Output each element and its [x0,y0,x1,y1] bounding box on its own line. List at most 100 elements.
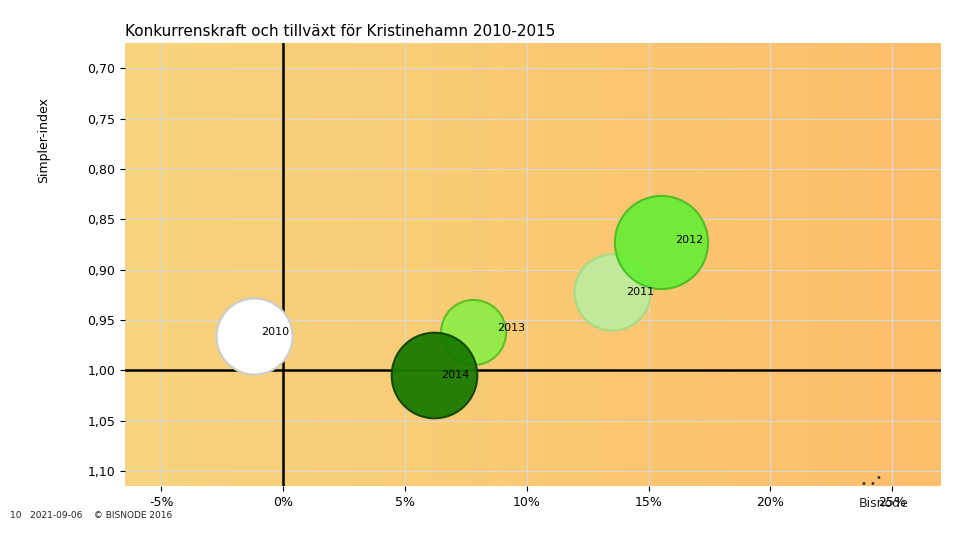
Bar [794,43,798,486]
Text: Konkurrenskraft och tillväxt för Kristinehamn 2010-2015: Konkurrenskraft och tillväxt för Kristin… [125,24,555,39]
Bar [872,43,876,486]
Bar [847,43,851,486]
Point [604,287,619,296]
Bar [337,43,341,486]
Bar [333,43,337,486]
Bar [161,43,165,486]
Bar [181,43,186,486]
Text: 2013: 2013 [497,323,526,333]
Bar [422,43,426,486]
Bar [125,43,129,486]
Bar [790,43,794,486]
Bar [402,43,406,486]
Bar [524,43,529,486]
Bar [129,43,132,486]
Bar [888,43,892,486]
Bar [317,43,321,486]
Bar [732,43,737,486]
Bar [635,43,639,486]
Bar [835,43,839,486]
Bar [582,43,586,486]
Bar [916,43,921,486]
Bar [386,43,390,486]
Bar [867,43,872,486]
Bar [455,43,459,486]
Bar [255,43,259,486]
Bar [243,43,248,486]
Bar [353,43,357,486]
Bar [806,43,810,486]
Bar [904,43,908,486]
Bar [471,43,475,486]
Bar [622,43,627,486]
Text: 2014: 2014 [442,370,469,380]
Bar [496,43,500,486]
Bar [313,43,317,486]
Bar [174,43,178,486]
Bar [370,43,373,486]
Bar [252,43,255,486]
Bar [533,43,537,486]
Bar [892,43,896,486]
Bar [190,43,194,486]
Bar [753,43,757,486]
Bar [672,43,676,486]
Bar [716,43,720,486]
Bar [863,43,867,486]
Bar [647,43,651,486]
Bar [810,43,814,486]
Bar [843,43,847,486]
Bar [223,43,227,486]
Text: Simpler-index: Simpler-index [36,97,50,183]
Bar [513,43,516,486]
Bar [346,43,349,486]
Bar [276,43,280,486]
Bar [361,43,366,486]
Bar [484,43,488,486]
Bar [500,43,504,486]
Bar [830,43,834,486]
Bar [769,43,774,486]
Bar [855,43,859,486]
Bar [876,43,879,486]
Bar [627,43,631,486]
Bar [798,43,802,486]
Bar [680,43,684,486]
Bar [488,43,492,486]
Bar [504,43,509,486]
Bar [349,43,353,486]
Bar [272,43,276,486]
Bar [288,43,292,486]
Bar [259,43,263,486]
Bar [879,43,883,486]
Bar [137,43,141,486]
Bar [851,43,855,486]
Bar [896,43,900,486]
Bar [573,43,578,486]
Bar [814,43,818,486]
Bar [203,43,206,486]
Text: Bisnode: Bisnode [858,497,908,510]
Text: 2011: 2011 [627,287,655,297]
Bar [382,43,386,486]
Bar [859,43,863,486]
Bar [569,43,573,486]
Bar [704,43,708,486]
Bar [194,43,198,486]
Point [426,371,442,380]
Bar [684,43,687,486]
Bar [426,43,431,486]
Bar [377,43,382,486]
Bar [475,43,480,486]
Bar [557,43,562,486]
Bar [132,43,137,486]
Bar [667,43,672,486]
Bar [435,43,439,486]
Bar [589,43,594,486]
Bar [606,43,611,486]
Bar [655,43,660,486]
Bar [321,43,324,486]
Bar [464,43,468,486]
Bar [300,43,304,486]
Bar [749,43,753,486]
